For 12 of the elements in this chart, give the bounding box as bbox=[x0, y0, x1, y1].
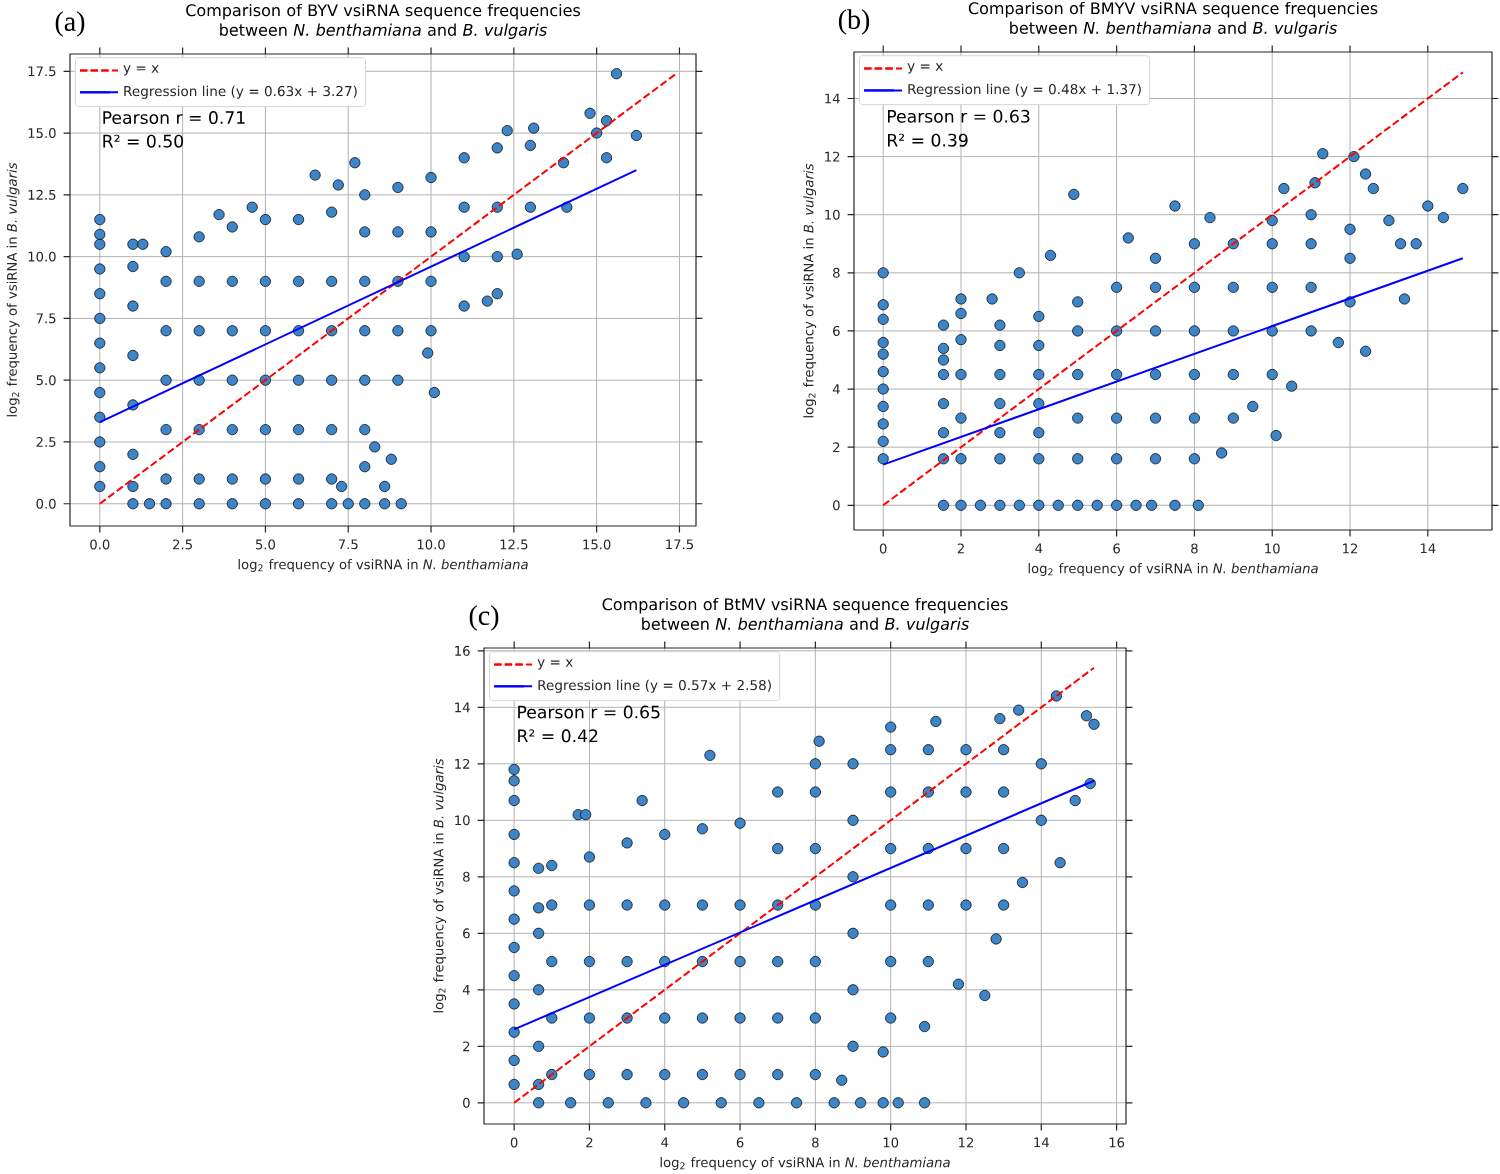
annotation: Pearson r = 0.63 bbox=[888, 109, 1030, 123]
chart-title: Comparison of BYV vsiRNA sequence frequencies between N. benthamiana and B. vulgaris bbox=[186, 3, 580, 40]
chart-title: Comparison of BtMV vsiRNA sequence frequencies between N. benthamiana and B. vulgaris bbox=[602, 597, 1008, 634]
annotation: Pearson r = 0.71 bbox=[103, 111, 245, 125]
annotation: Pearson r = 0.65 bbox=[518, 705, 660, 719]
text: (a) bbox=[55, 11, 85, 37]
chart-title: Comparison of BMYV vsiRNA sequence frequencies between N. benthamiana and B. vulgaris bbox=[968, 1, 1378, 38]
annotation: R² = 0.42 bbox=[518, 729, 598, 743]
text: (c) bbox=[469, 605, 499, 631]
annotation: R² = 0.39 bbox=[888, 133, 968, 147]
text: (b) bbox=[838, 9, 870, 35]
annotation: R² = 0.50 bbox=[103, 134, 184, 148]
